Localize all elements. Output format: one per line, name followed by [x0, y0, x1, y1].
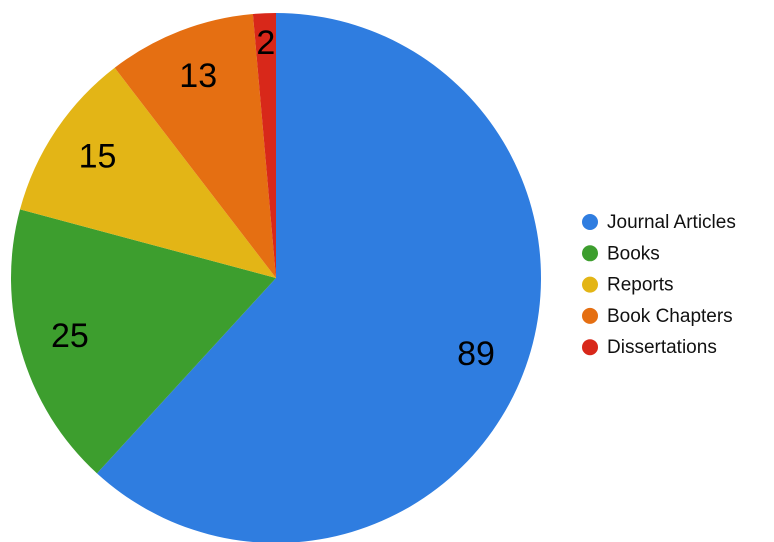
legend-label: Journal Articles — [607, 212, 736, 233]
slice — [114, 14, 276, 279]
legend-label: Reports — [607, 275, 674, 296]
legend-label: Books — [607, 243, 660, 264]
slice — [10, 209, 276, 474]
pie: 89 25 15 13 2 — [10, 13, 541, 542]
slice — [20, 67, 276, 278]
legend-label: Dissertations — [607, 337, 717, 358]
legend-swatch — [582, 214, 598, 230]
value-label: 25 — [51, 317, 89, 355]
legend: Journal Articles Books Reports Book Chapter… — [582, 212, 736, 358]
slice — [96, 13, 541, 542]
value-label: 13 — [179, 57, 217, 95]
slice — [252, 13, 276, 278]
value-label: 89 — [457, 335, 495, 373]
legend-swatch — [582, 339, 598, 356]
legend-swatch — [582, 245, 598, 262]
legend-swatch — [582, 276, 598, 293]
legend-label: Book Chapters — [607, 306, 733, 327]
value-label: 15 — [79, 138, 117, 176]
value-label: 2 — [256, 24, 275, 62]
legend-swatch — [582, 307, 598, 324]
